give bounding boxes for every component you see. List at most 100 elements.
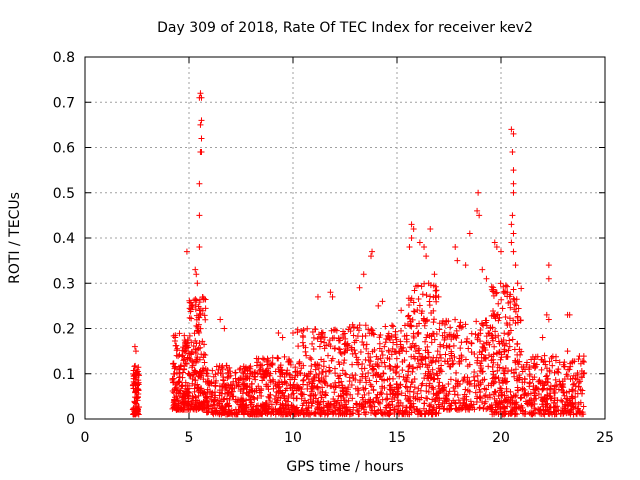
- data-point: [191, 330, 198, 337]
- data-point: [408, 323, 415, 330]
- data-point: [500, 283, 507, 290]
- data-point: [356, 379, 363, 386]
- data-point: [419, 291, 426, 298]
- data-point: [355, 411, 362, 418]
- data-point: [331, 389, 338, 396]
- data-point: [393, 341, 400, 348]
- data-point: [483, 406, 490, 413]
- data-point: [402, 392, 409, 399]
- data-point: [186, 314, 193, 321]
- data-point: [436, 326, 443, 333]
- data-point: [321, 391, 328, 398]
- data-point: [173, 369, 180, 376]
- data-point: [369, 248, 376, 255]
- data-point: [371, 347, 378, 354]
- data-point: [458, 339, 465, 346]
- data-point: [269, 354, 276, 361]
- data-point: [347, 391, 354, 398]
- data-point: [191, 406, 198, 413]
- data-point: [244, 382, 251, 389]
- data-point: [466, 230, 473, 237]
- data-point: [273, 399, 280, 406]
- data-point: [186, 332, 193, 339]
- data-point: [458, 324, 465, 331]
- data-point: [294, 329, 301, 336]
- data-point: [577, 399, 584, 406]
- data-point: [544, 400, 551, 407]
- data-point: [296, 358, 303, 365]
- data-point: [406, 244, 413, 251]
- data-point: [499, 305, 506, 312]
- y-tick-label: 0.5: [53, 186, 75, 202]
- data-point: [575, 379, 582, 386]
- data-point: [551, 390, 558, 397]
- data-point: [313, 384, 320, 391]
- data-point: [261, 374, 268, 381]
- data-point: [382, 339, 389, 346]
- data-point: [429, 357, 436, 364]
- data-point: [405, 396, 412, 403]
- data-point: [170, 332, 177, 339]
- data-point: [468, 339, 475, 346]
- data-point: [483, 333, 490, 340]
- data-point: [246, 389, 253, 396]
- data-point: [446, 363, 453, 370]
- data-point: [221, 325, 228, 332]
- data-point: [528, 356, 535, 363]
- data-point: [287, 358, 294, 365]
- data-point: [411, 376, 418, 383]
- data-point: [490, 292, 497, 299]
- data-point: [541, 381, 548, 388]
- data-point: [373, 370, 380, 377]
- data-point: [415, 360, 422, 367]
- data-point: [393, 381, 400, 388]
- data-point: [558, 397, 565, 404]
- data-point: [452, 400, 459, 407]
- data-point: [416, 239, 423, 246]
- data-point: [428, 332, 435, 339]
- data-point: [466, 406, 473, 413]
- data-point: [192, 377, 199, 384]
- data-point: [533, 361, 540, 368]
- data-point: [387, 386, 394, 393]
- data-point: [303, 352, 310, 359]
- axis-ticks: 0 5 10 15 20 25 0 0.1 0.2 0.3 0.4 0.5 0.6 0.7 0.8: [53, 50, 614, 446]
- data-point: [235, 383, 242, 390]
- data-point: [132, 371, 139, 378]
- data-point: [297, 390, 304, 397]
- data-point: [189, 302, 196, 309]
- data-point: [538, 366, 545, 373]
- data-point: [290, 395, 297, 402]
- data-point: [256, 367, 263, 374]
- data-point: [363, 345, 370, 352]
- data-point: [496, 349, 503, 356]
- data-point: [388, 322, 395, 329]
- data-point: [325, 341, 332, 348]
- data-point: [395, 385, 402, 392]
- data-point: [173, 406, 180, 413]
- data-point: [392, 328, 399, 335]
- data-point: [314, 361, 321, 368]
- data-point: [335, 373, 342, 380]
- y-tick-label: 0.8: [53, 50, 75, 66]
- data-point: [578, 390, 585, 397]
- data-point: [349, 361, 356, 368]
- data-point: [312, 395, 319, 402]
- data-point: [328, 327, 335, 334]
- data-point: [430, 404, 437, 411]
- data-point: [362, 322, 369, 329]
- data-point: [211, 389, 218, 396]
- data-point: [544, 391, 551, 398]
- data-point: [264, 361, 271, 368]
- data-point: [543, 365, 550, 372]
- data-point: [493, 398, 500, 405]
- data-point: [566, 408, 573, 415]
- data-point: [510, 230, 517, 237]
- data-point: [554, 403, 561, 410]
- data-point: [415, 295, 422, 302]
- data-point: [383, 404, 390, 411]
- data-point: [177, 404, 184, 411]
- data-point: [172, 364, 179, 371]
- data-point: [194, 280, 201, 287]
- data-point: [504, 322, 511, 329]
